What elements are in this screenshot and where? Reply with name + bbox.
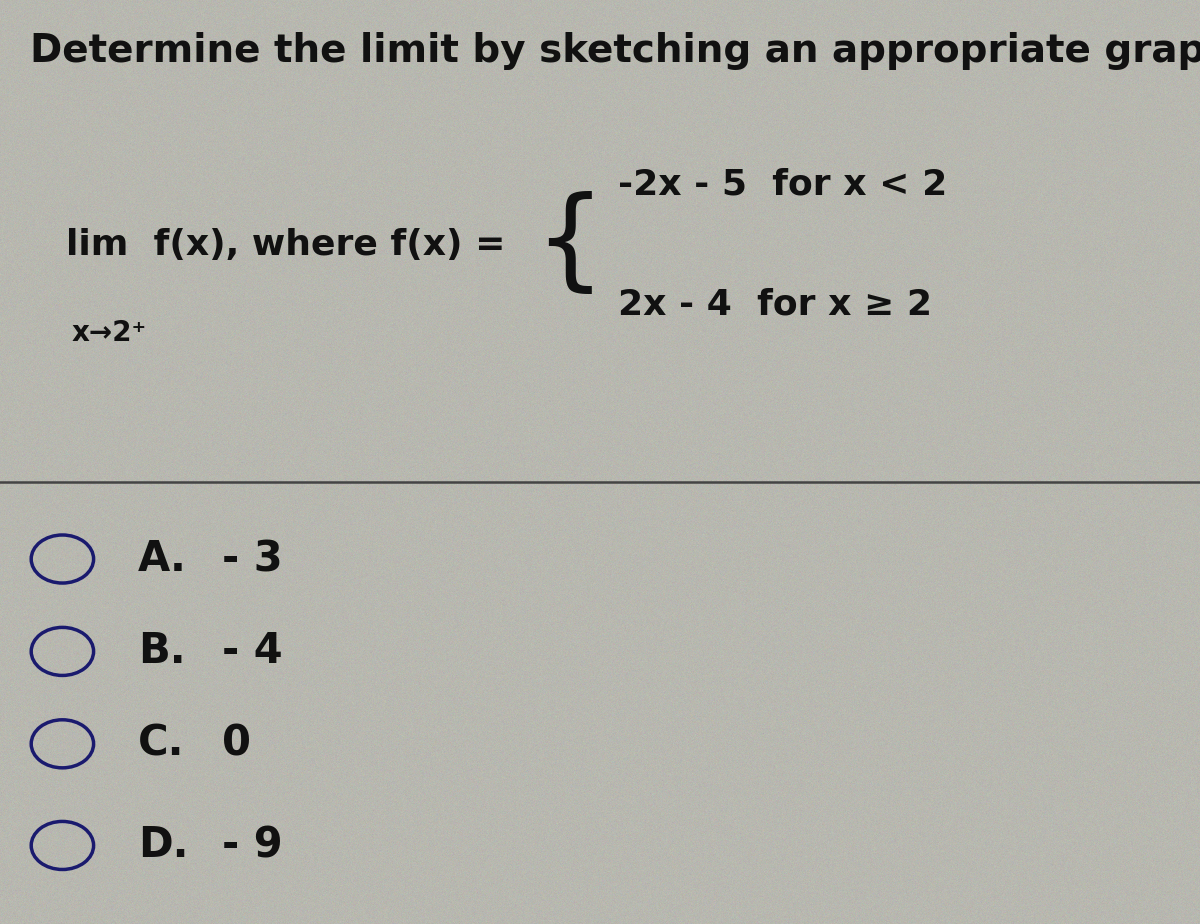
- Text: Determine the limit by sketching an appropriate graph.: Determine the limit by sketching an appr…: [30, 32, 1200, 70]
- Text: - 3: - 3: [222, 538, 283, 580]
- Text: - 9: - 9: [222, 824, 283, 867]
- Text: - 4: - 4: [222, 630, 283, 673]
- Text: x→2⁺: x→2⁺: [72, 319, 148, 346]
- Text: D.: D.: [138, 824, 188, 867]
- Text: C.: C.: [138, 723, 185, 765]
- Text: 2x - 4  for x ≥ 2: 2x - 4 for x ≥ 2: [618, 288, 932, 322]
- Text: {: {: [534, 191, 605, 298]
- Text: B.: B.: [138, 630, 186, 673]
- Text: -2x - 5  for x < 2: -2x - 5 for x < 2: [618, 168, 947, 201]
- Text: 0: 0: [222, 723, 251, 765]
- Text: A.: A.: [138, 538, 187, 580]
- Text: lim  f(x), where f(x) =: lim f(x), where f(x) =: [66, 228, 505, 261]
